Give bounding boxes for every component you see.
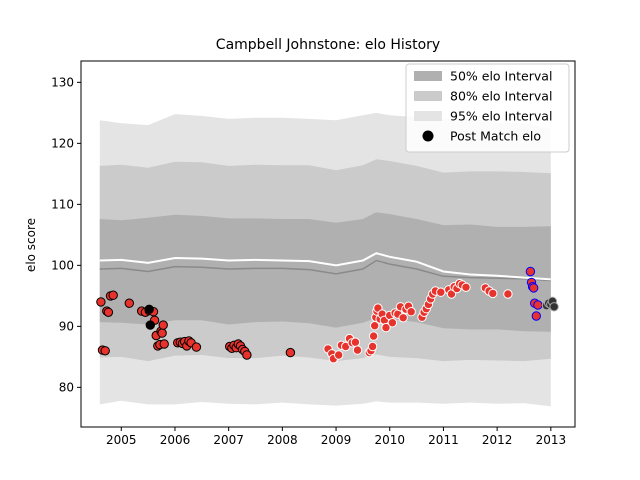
axes-frame <box>80 60 576 428</box>
data-point <box>381 322 391 333</box>
data-point <box>144 304 154 314</box>
data-point <box>157 328 167 338</box>
data-point <box>103 307 114 317</box>
data-point <box>285 347 296 358</box>
legend-box <box>405 63 570 153</box>
data-point <box>436 287 446 297</box>
data-markers <box>96 266 559 364</box>
data-point <box>352 345 363 355</box>
legend: 50% elo Interval 80% elo Interval 95% elo … <box>405 63 570 153</box>
x-tick-label: 2007 <box>213 433 244 447</box>
y-tick-label: 100 <box>51 258 74 272</box>
legend-label: 95% elo Interval <box>450 109 552 124</box>
legend-swatch <box>414 111 442 121</box>
chart-title: Campbell Johnstone: elo History <box>216 37 440 53</box>
data-point <box>159 339 169 349</box>
y-axis: 80 90 100 110 120 130 <box>51 75 81 394</box>
y-axis-label: elo score <box>24 218 38 272</box>
y-tick-label: 90 <box>59 319 74 333</box>
data-point <box>124 298 135 308</box>
legend-marker <box>422 130 434 142</box>
data-point <box>242 350 252 360</box>
data-point <box>350 337 361 347</box>
legend-label: 80% elo Interval <box>450 89 552 104</box>
x-tick-label: 2009 <box>321 433 352 447</box>
data-point <box>529 283 539 293</box>
x-tick-label: 2010 <box>374 433 405 447</box>
data-point <box>533 300 543 310</box>
data-point <box>367 341 378 352</box>
data-point <box>145 320 156 330</box>
data-point <box>531 311 541 321</box>
data-point <box>368 331 379 341</box>
data-point <box>525 266 536 277</box>
data-point <box>96 297 106 307</box>
data-point <box>398 313 408 323</box>
data-point <box>461 282 471 292</box>
legend-swatch <box>414 91 442 101</box>
data-point <box>158 320 168 330</box>
legend-label: 50% elo Interval <box>450 69 552 84</box>
data-point <box>387 318 398 328</box>
legend-label: Post Match elo <box>450 129 541 144</box>
y-tick-label: 80 <box>59 380 74 394</box>
data-point <box>488 288 498 299</box>
y-tick-label: 130 <box>51 75 74 89</box>
x-tick-label: 2011 <box>428 433 459 447</box>
plot-area <box>99 112 551 407</box>
x-tick-label: 2006 <box>160 433 191 447</box>
x-axis: 2005 2006 2007 2008 2009 2010 2011 2012 2013 <box>106 427 566 447</box>
expected-elo-line <box>99 252 551 281</box>
data-point <box>100 346 110 356</box>
data-point <box>191 342 202 352</box>
y-tick-label: 110 <box>51 197 74 211</box>
legend-swatch <box>414 71 442 81</box>
data-point <box>334 350 344 360</box>
y-tick-label: 120 <box>51 136 74 150</box>
data-point <box>406 307 416 317</box>
data-point <box>503 289 513 299</box>
x-tick-label: 2012 <box>482 433 513 447</box>
x-tick-label: 2005 <box>106 433 137 447</box>
data-point <box>108 290 118 300</box>
data-point <box>549 302 559 312</box>
x-tick-label: 2013 <box>536 433 567 447</box>
mean-elo-line <box>99 259 551 282</box>
x-tick-label: 2008 <box>267 433 298 447</box>
